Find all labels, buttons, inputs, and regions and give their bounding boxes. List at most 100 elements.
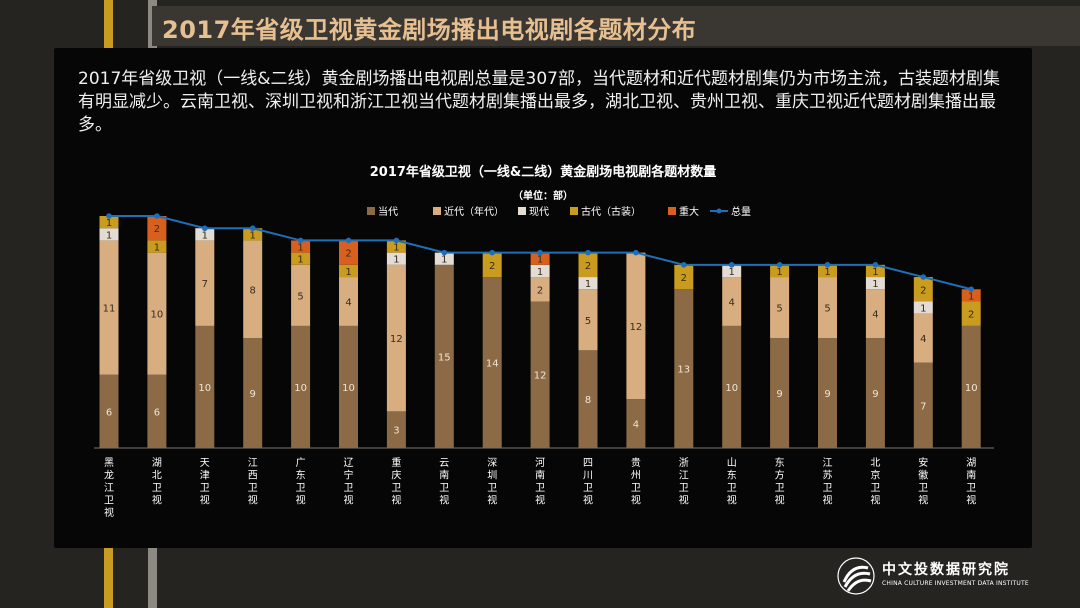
bar-segment	[530, 277, 550, 302]
content-panel: 2017年省级卫视（一线&二线）黄金剧场播出电视剧总量是307部，当代题材和近代…	[54, 48, 1032, 548]
data-label: 1	[106, 230, 112, 241]
x-tick-label-char: 龙	[104, 469, 114, 482]
bar-segment	[865, 264, 885, 278]
data-label: 7	[202, 279, 208, 290]
bar-segment	[147, 374, 167, 448]
legend-swatch	[570, 207, 578, 215]
bar-segment	[291, 240, 311, 253]
data-label: 1	[106, 218, 112, 229]
data-label: 3	[393, 426, 399, 437]
legend-swatch	[433, 207, 441, 215]
title-bar	[152, 6, 1080, 46]
bar-segment	[626, 252, 646, 400]
x-tick-label-char: 宁	[344, 469, 354, 482]
data-label: 1	[297, 243, 303, 254]
legend-swatch	[367, 207, 375, 215]
data-label: 9	[776, 389, 782, 400]
bar-segment	[913, 362, 933, 448]
data-label: 1	[872, 279, 878, 290]
x-tick-label-char: 黑	[104, 457, 114, 469]
total-point	[585, 249, 591, 256]
legend-line-marker	[716, 208, 722, 214]
x-tick-label-char: 徽	[918, 469, 928, 482]
data-label: 12	[630, 322, 643, 333]
x-tick-label-char: 北	[870, 457, 880, 469]
swirl-logo-icon	[837, 557, 875, 595]
total-point	[633, 249, 639, 256]
x-tick-label-char: 卫	[104, 496, 114, 507]
data-label: 1	[537, 255, 543, 266]
x-tick-label-char: 卫	[775, 483, 785, 494]
x-tick-label-char: 北	[152, 470, 162, 482]
x-tick-label-char: 视	[823, 494, 833, 507]
data-label: 10	[198, 383, 211, 394]
x-tick-label-char: 苏	[823, 469, 833, 482]
bar-segment	[674, 289, 694, 448]
x-tick-label-char: 四	[583, 458, 593, 469]
bar-segment	[770, 277, 790, 339]
bar-segment	[530, 301, 550, 448]
total-point	[249, 225, 256, 232]
x-tick-label-char: 西	[248, 471, 258, 482]
x-tick-label-char: 视	[966, 494, 976, 507]
x-tick-label-char: 南	[966, 469, 976, 482]
x-tick-label-char: 视	[631, 494, 641, 507]
data-label: 5	[297, 291, 303, 302]
bar-segment	[195, 325, 215, 448]
x-tick-label-char: 视	[391, 494, 401, 507]
x-tick-label-char: 庆	[391, 469, 401, 482]
bar-segment	[961, 325, 981, 448]
x-tick-label-char: 津	[200, 470, 210, 482]
x-tick-label-char: 卫	[727, 483, 737, 494]
total-point	[728, 262, 735, 268]
x-tick-label-char: 视	[344, 494, 354, 507]
bar-segment	[482, 277, 502, 448]
x-tick-label-char: 卫	[248, 483, 258, 494]
bar-segment	[530, 252, 550, 265]
total-point	[824, 262, 831, 268]
bar-segment	[770, 338, 790, 448]
total-point	[968, 286, 974, 293]
x-tick-label-char: 河	[535, 457, 545, 469]
bar-segment	[339, 264, 358, 278]
data-label: 1	[920, 304, 926, 315]
total-point	[920, 274, 927, 280]
x-tick-label-char: 卫	[679, 483, 689, 494]
total-point	[202, 225, 208, 232]
x-tick-label-char: 卫	[439, 483, 449, 494]
x-tick-label-char: 江	[104, 482, 114, 494]
data-label: 12	[534, 371, 547, 382]
x-tick-label-char: 视	[918, 494, 928, 507]
total-point	[681, 262, 687, 268]
page-title: 2017年省级卫视黄金剧场播出电视剧各题材分布	[162, 16, 697, 44]
x-tick-label-char: 重	[391, 456, 401, 469]
x-tick-label-char: 卫	[535, 483, 545, 494]
x-tick-label-char: 江	[679, 470, 689, 482]
bar-segment	[818, 264, 837, 278]
data-label: 1	[441, 255, 447, 266]
bar-segment	[626, 399, 646, 448]
x-tick-label-char: 卫	[152, 483, 162, 494]
total-point	[872, 262, 879, 268]
data-label: 4	[920, 334, 926, 345]
total-point	[489, 249, 496, 256]
legend-swatch	[668, 207, 676, 215]
x-tick-label-char: 浙	[679, 457, 689, 469]
legend-swatch	[518, 207, 526, 215]
x-tick-label-char: 视	[775, 494, 785, 507]
data-label: 1	[729, 267, 735, 278]
x-tick-label-char: 东	[727, 469, 737, 482]
bar-segment	[339, 277, 358, 326]
x-tick-label-char: 卫	[391, 483, 401, 494]
legend-label: 重大	[679, 205, 699, 218]
x-tick-label-char: 视	[104, 506, 114, 519]
x-tick-label-char: 圳	[487, 470, 497, 482]
x-tick-label-char: 贵	[631, 456, 641, 469]
data-label: 14	[486, 359, 499, 370]
x-tick-label-char: 视	[200, 494, 210, 507]
total-point	[393, 237, 400, 244]
legend-label: 现代	[529, 206, 549, 218]
bar-segment	[913, 313, 933, 363]
x-tick-label-char: 江	[248, 457, 258, 469]
x-tick-label-char: 川	[583, 471, 593, 482]
